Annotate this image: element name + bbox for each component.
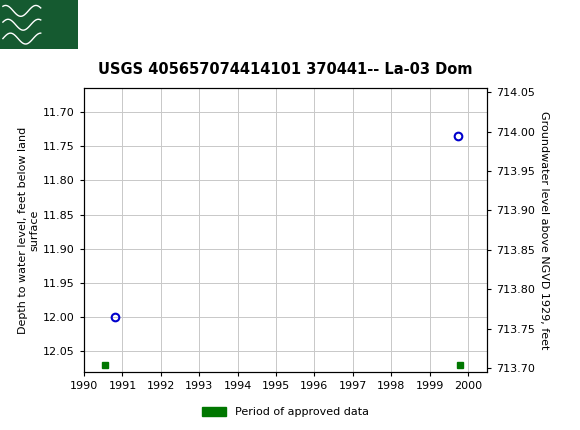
- Y-axis label: Depth to water level, feet below land
surface: Depth to water level, feet below land su…: [17, 126, 39, 334]
- Text: USGS 405657074414101 370441-- La-03 Dom: USGS 405657074414101 370441-- La-03 Dom: [99, 62, 473, 77]
- Y-axis label: Groundwater level above NGVD 1929, feet: Groundwater level above NGVD 1929, feet: [539, 111, 549, 349]
- Text: USGS: USGS: [84, 15, 139, 33]
- Legend: Period of approved data: Period of approved data: [198, 402, 374, 422]
- Bar: [0, 0, 78, 49]
